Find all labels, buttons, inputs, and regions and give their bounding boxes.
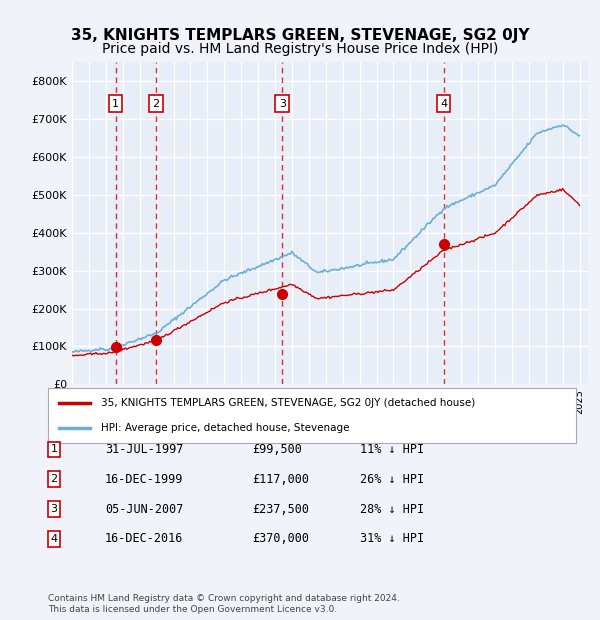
Text: 31% ↓ HPI: 31% ↓ HPI (360, 533, 424, 545)
Text: 11% ↓ HPI: 11% ↓ HPI (360, 443, 424, 456)
Text: 35, KNIGHTS TEMPLARS GREEN, STEVENAGE, SG2 0JY (detached house): 35, KNIGHTS TEMPLARS GREEN, STEVENAGE, S… (101, 398, 475, 408)
Text: 1: 1 (50, 445, 58, 454)
Text: 2: 2 (152, 99, 160, 108)
Text: 35, KNIGHTS TEMPLARS GREEN, STEVENAGE, SG2 0JY: 35, KNIGHTS TEMPLARS GREEN, STEVENAGE, S… (71, 28, 529, 43)
Text: 1: 1 (112, 99, 119, 108)
Text: 05-JUN-2007: 05-JUN-2007 (105, 503, 184, 515)
Text: £370,000: £370,000 (252, 533, 309, 545)
Text: HPI: Average price, detached house, Stevenage: HPI: Average price, detached house, Stev… (101, 423, 349, 433)
Text: Contains HM Land Registry data © Crown copyright and database right 2024.
This d: Contains HM Land Registry data © Crown c… (48, 595, 400, 614)
Text: 28% ↓ HPI: 28% ↓ HPI (360, 503, 424, 515)
Text: 26% ↓ HPI: 26% ↓ HPI (360, 473, 424, 485)
Text: 3: 3 (279, 99, 286, 108)
Text: 16-DEC-1999: 16-DEC-1999 (105, 473, 184, 485)
Text: 16-DEC-2016: 16-DEC-2016 (105, 533, 184, 545)
Text: 4: 4 (440, 99, 447, 108)
Text: £99,500: £99,500 (252, 443, 302, 456)
Text: 2: 2 (50, 474, 58, 484)
Text: 4: 4 (50, 534, 58, 544)
Text: Price paid vs. HM Land Registry's House Price Index (HPI): Price paid vs. HM Land Registry's House … (102, 42, 498, 56)
Text: £117,000: £117,000 (252, 473, 309, 485)
Text: 3: 3 (50, 504, 58, 514)
Text: £237,500: £237,500 (252, 503, 309, 515)
Text: 31-JUL-1997: 31-JUL-1997 (105, 443, 184, 456)
